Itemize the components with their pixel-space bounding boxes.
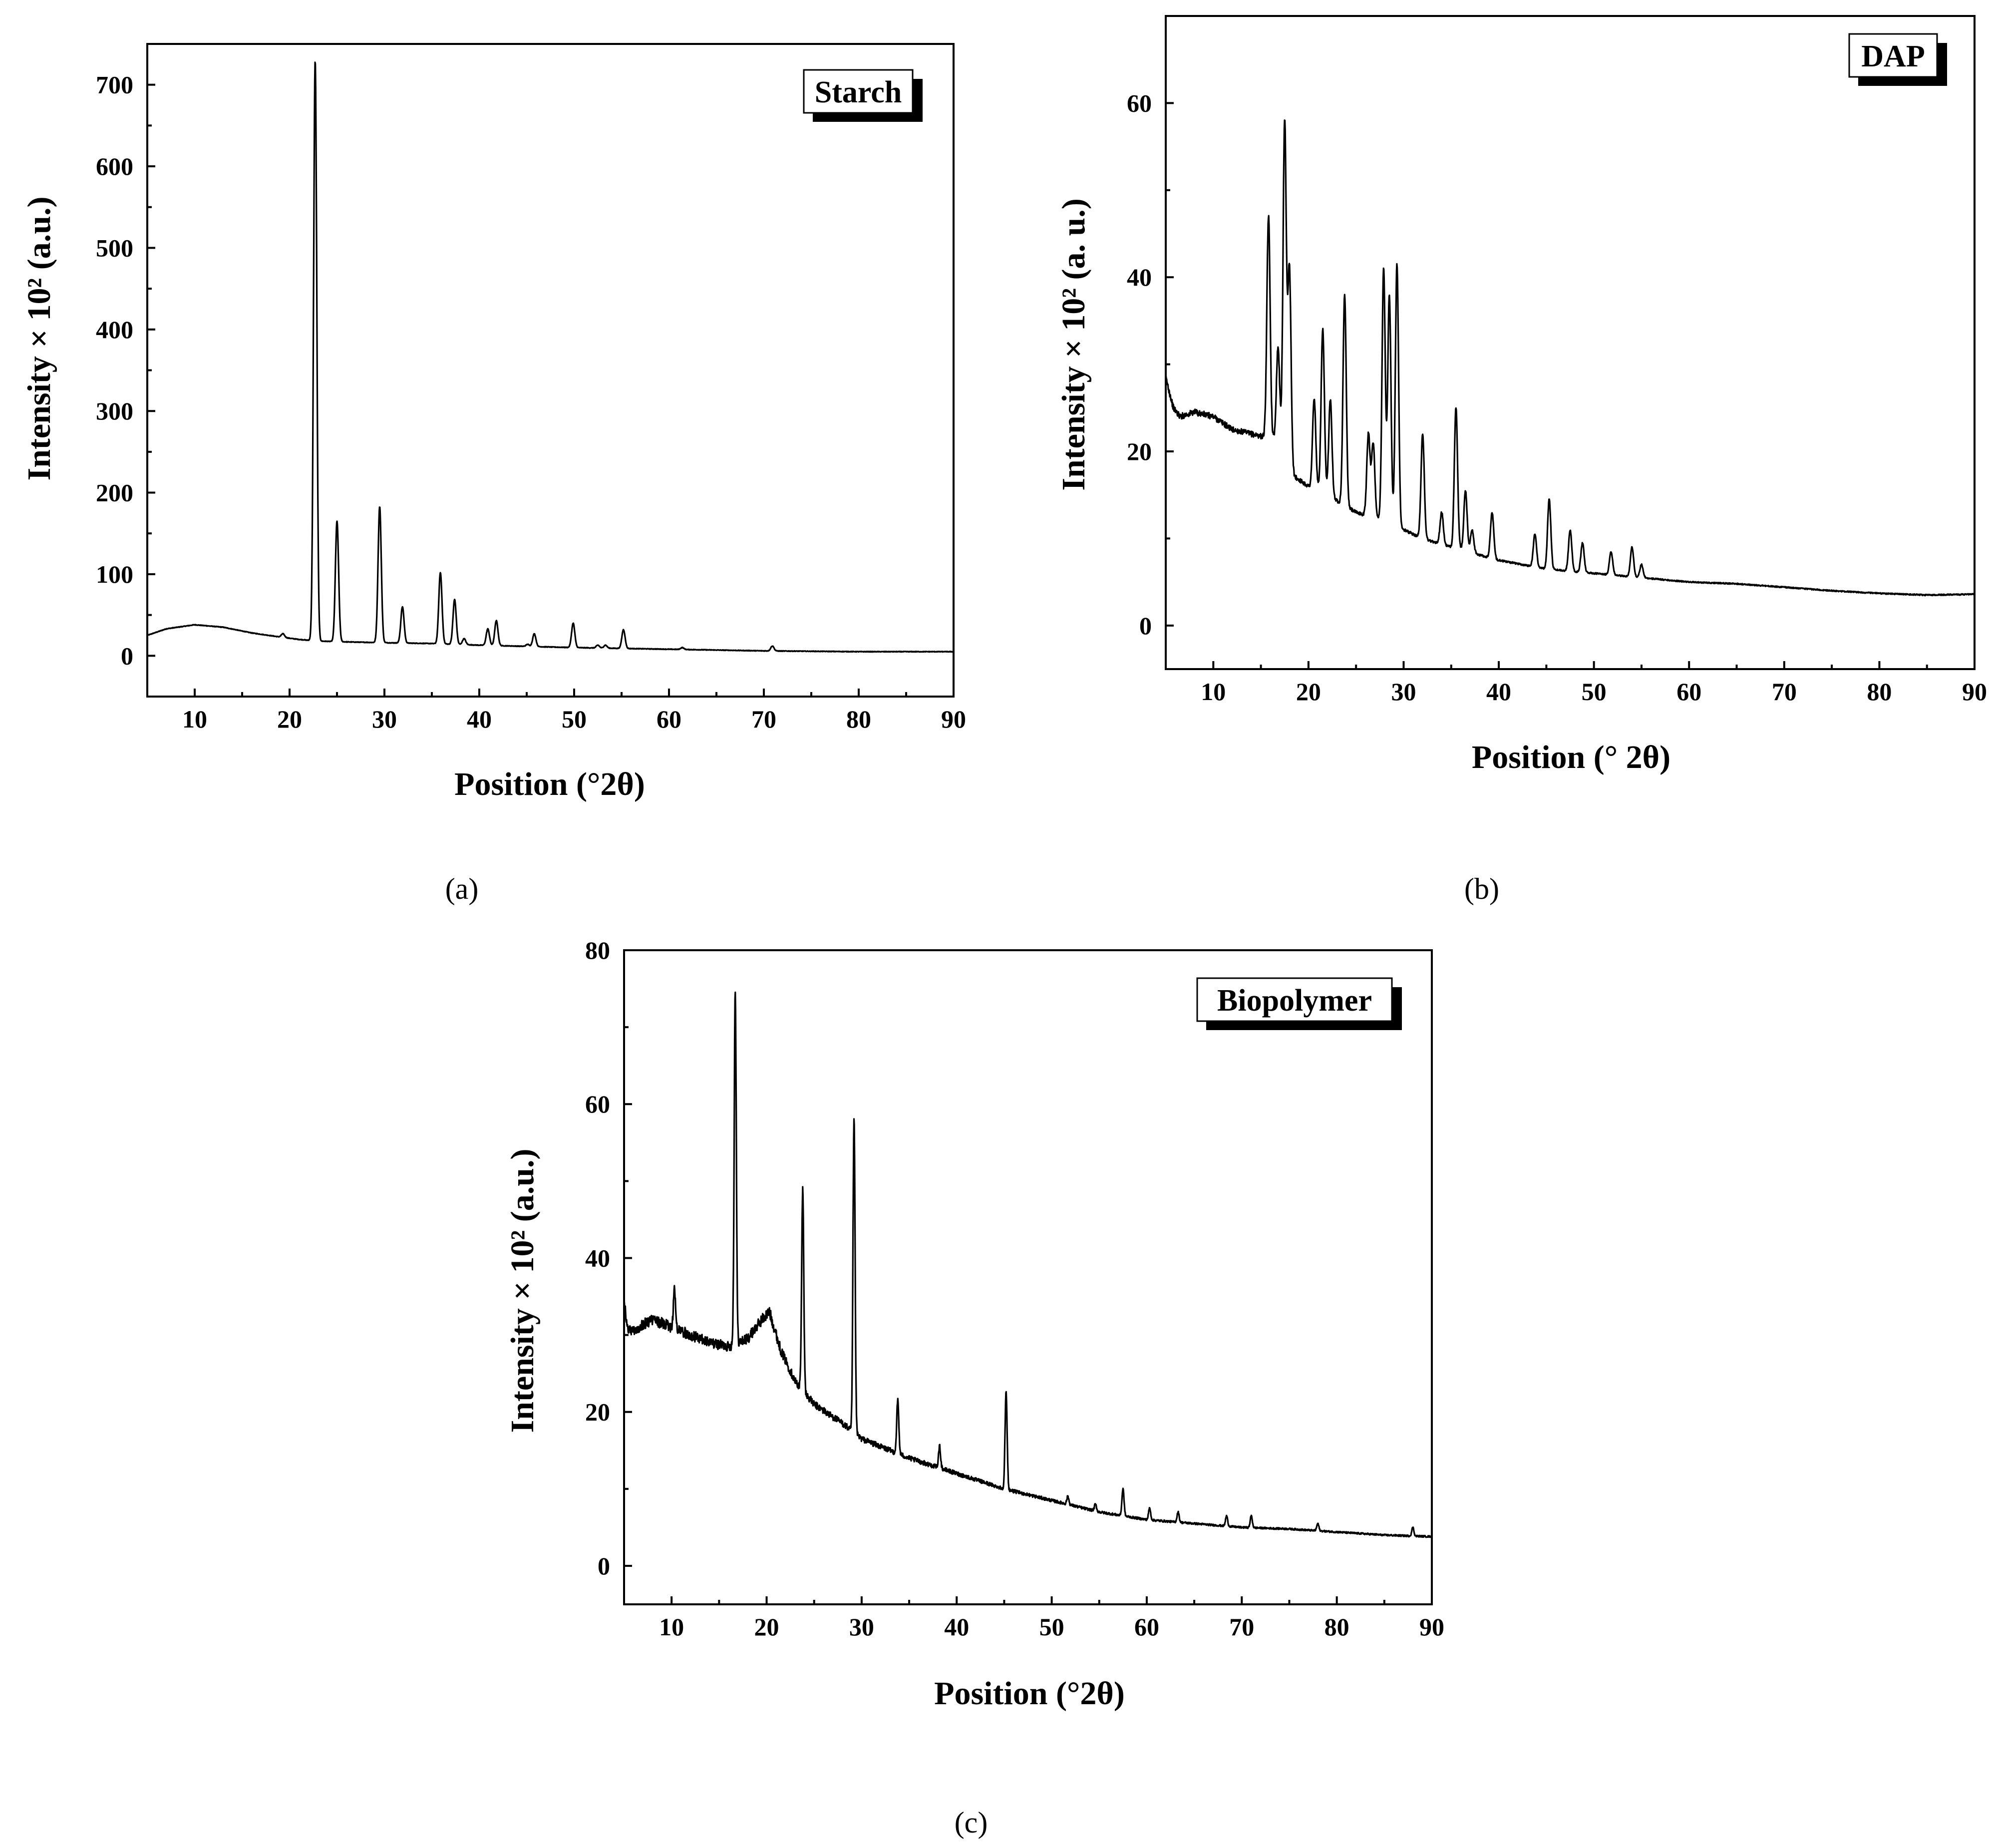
- x-tick-label: 40: [944, 1613, 969, 1641]
- x-tick-label: 20: [277, 705, 302, 733]
- y-tick-label: 40: [1127, 263, 1152, 291]
- x-tick-label: 80: [1867, 678, 1892, 706]
- x-tick-label: 20: [1296, 678, 1321, 706]
- x-axis-title: Position (° 2θ): [1472, 739, 1670, 775]
- legend-dap: DAP: [1848, 33, 1947, 86]
- legend-label: Starch: [815, 75, 902, 109]
- legend-label: DAP: [1861, 39, 1925, 73]
- y-axis-title: Intensity × 10² (a. u.): [1055, 198, 1092, 490]
- y-tick-label: 700: [96, 71, 133, 99]
- legend-box: [1196, 977, 1393, 1022]
- x-tick-label: 70: [751, 705, 776, 733]
- x-tick-label: 10: [1201, 678, 1226, 706]
- x-tick-label: 30: [1391, 678, 1416, 706]
- xrd-trace: [623, 991, 1433, 1538]
- x-tick-label: 70: [1772, 678, 1797, 706]
- panel-caption: (b): [1464, 872, 1499, 905]
- y-tick-label: 20: [585, 1398, 610, 1426]
- x-tick-label: 30: [849, 1613, 874, 1641]
- y-tick-label: 0: [121, 642, 133, 670]
- x-axis-title: Position (°2θ): [454, 766, 645, 802]
- x-tick-label: 80: [846, 705, 871, 733]
- y-axis-title: Intensity × 10² (a.u.): [504, 1149, 541, 1433]
- x-tick-label: 50: [1039, 1613, 1064, 1641]
- panel-caption: (a): [445, 872, 479, 905]
- y-tick-label: 100: [96, 560, 133, 588]
- legend-box: [803, 69, 914, 114]
- legend-starch: Starch: [803, 69, 923, 122]
- y-tick-label: 80: [585, 936, 610, 964]
- x-tick-label: 60: [1676, 678, 1701, 706]
- xrd-trace: [1165, 119, 1976, 597]
- y-axis-title: Intensity × 10² (a.u.): [21, 197, 57, 481]
- y-tick-label: 0: [598, 1552, 610, 1580]
- y-tick-label: 400: [96, 316, 133, 344]
- y-tick-label: 60: [585, 1090, 610, 1118]
- plot-frame: [623, 949, 1433, 1605]
- y-tick-label: 20: [1127, 437, 1152, 465]
- x-tick-label: 90: [1962, 678, 1987, 706]
- x-tick-label: 20: [754, 1613, 779, 1641]
- x-tick-label: 10: [659, 1613, 684, 1641]
- y-tick-label: 40: [585, 1244, 610, 1272]
- y-tick-label: 60: [1127, 89, 1152, 117]
- y-tick-label: 500: [96, 234, 133, 262]
- x-tick-label: 50: [562, 705, 587, 733]
- legend-box: [1848, 33, 1938, 78]
- x-tick-label: 80: [1325, 1613, 1349, 1641]
- y-tick-label: 0: [1139, 612, 1152, 640]
- x-tick-label: 50: [1582, 678, 1607, 706]
- legend-biopolymer: Biopolymer: [1196, 977, 1402, 1030]
- y-tick-label: 200: [96, 479, 133, 507]
- legend-label: Biopolymer: [1217, 984, 1372, 1018]
- x-tick-label: 30: [372, 705, 397, 733]
- xrd-trace: [147, 61, 954, 653]
- x-tick-label: 90: [1419, 1613, 1444, 1641]
- panel-b-chart: Position (° 2θ) Intensity × 10² (a. u.) …: [1055, 15, 1987, 905]
- y-tick-label: 300: [96, 397, 133, 425]
- panel-c-chart: Position (°2θ) Intensity × 10² (a.u.) (c…: [504, 936, 1444, 1839]
- plot-frame: [1165, 15, 1976, 670]
- x-tick-label: 40: [467, 705, 492, 733]
- x-tick-label: 70: [1229, 1613, 1254, 1641]
- panel-caption: (c): [955, 1806, 988, 1839]
- x-tick-label: 10: [182, 705, 207, 733]
- x-tick-label: 60: [1134, 1613, 1159, 1641]
- x-tick-label: 90: [941, 705, 966, 733]
- y-tick-label: 600: [96, 152, 133, 180]
- panel-a-chart: Position (°2θ) Intensity × 10² (a.u.) (a…: [21, 43, 966, 905]
- x-tick-label: 60: [657, 705, 681, 733]
- x-axis-title: Position (°2θ): [934, 1675, 1125, 1712]
- x-tick-label: 40: [1486, 678, 1511, 706]
